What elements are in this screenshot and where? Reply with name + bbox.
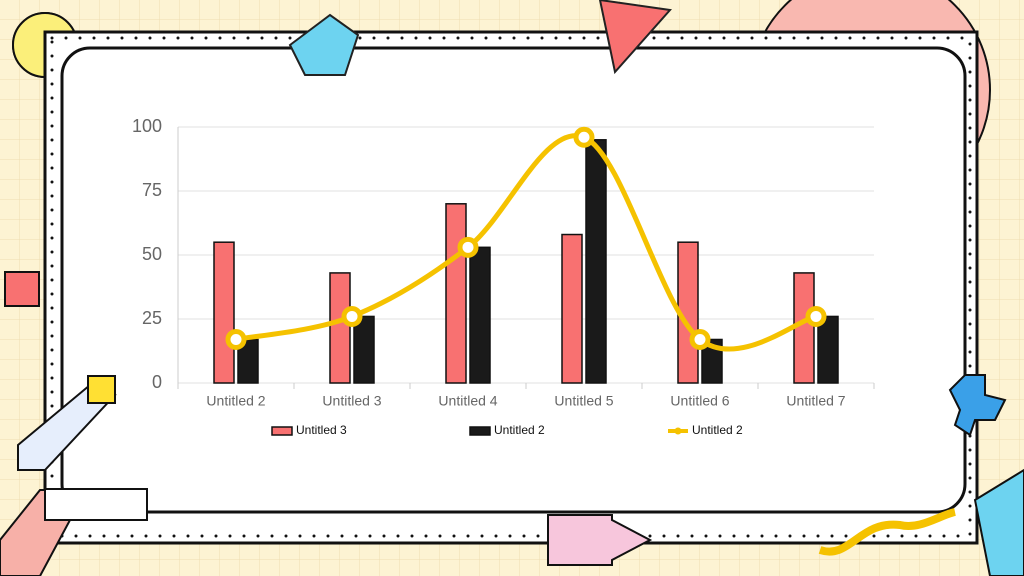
- line-marker: [457, 236, 479, 258]
- y-tick-label: 75: [142, 180, 162, 200]
- bar: [817, 315, 839, 384]
- x-tick-label: Untitled 6: [670, 393, 729, 409]
- y-tick-label: 0: [152, 372, 162, 392]
- line-marker: [573, 126, 595, 148]
- line-marker: [225, 328, 247, 350]
- legend-swatch: [271, 426, 293, 436]
- watermelon: [598, 0, 672, 75]
- yellow-cube: [87, 375, 116, 404]
- y-tick-label: 100: [132, 116, 162, 136]
- legend-swatch: [469, 426, 491, 436]
- squiggle: [818, 508, 957, 556]
- line-marker: [805, 305, 827, 327]
- bar: [469, 246, 491, 384]
- bar: [329, 272, 351, 384]
- line-marker: [689, 328, 711, 350]
- bar-block: [17, 383, 117, 471]
- x-tick-label: Untitled 5: [554, 393, 613, 409]
- y-tick-label: 25: [142, 308, 162, 328]
- bar: [701, 338, 723, 384]
- bar: [445, 203, 467, 384]
- line-marker: [341, 305, 363, 327]
- white-bar: [44, 488, 148, 521]
- chart: 0 25 50 75 100 Untitled 2 Untitled 3 Untitled 4…: [132, 116, 875, 437]
- legend-marker: [674, 427, 682, 435]
- red-block: [4, 271, 40, 307]
- x-tick-label: Untitled 4: [438, 393, 497, 409]
- bar: [585, 139, 607, 384]
- bar: [353, 315, 375, 384]
- cube: [288, 13, 360, 76]
- bar: [213, 241, 235, 384]
- bar: [561, 233, 583, 384]
- x-tick-label: Untitled 2: [206, 393, 265, 409]
- x-tick-label: Untitled 3: [322, 393, 381, 409]
- plus-shape: [948, 374, 1007, 437]
- arrow: [547, 514, 653, 566]
- y-tick-label: 50: [142, 244, 162, 264]
- x-tick-label: Untitled 7: [786, 393, 845, 409]
- content-panel: [60, 46, 967, 514]
- dotted-border: [50, 36, 972, 538]
- cyan-cube: [973, 468, 1024, 576]
- bar: [793, 272, 815, 384]
- legend-label: Untitled 3: [296, 423, 347, 437]
- legend-label: Untitled 2: [494, 423, 545, 437]
- legend-label: Untitled 2: [692, 423, 743, 437]
